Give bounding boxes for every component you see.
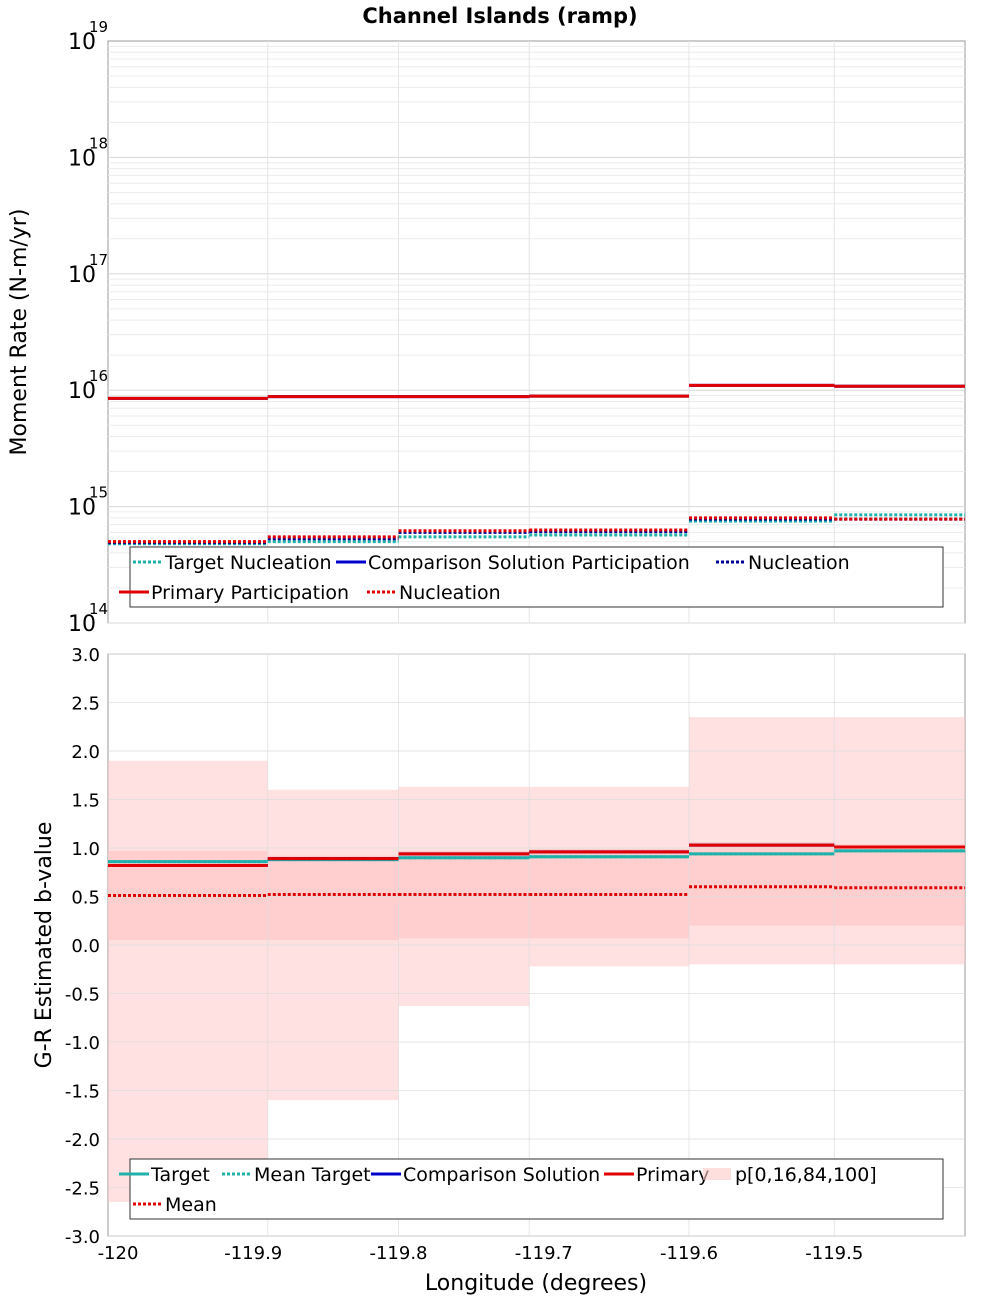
tick-exponent: 16: [89, 367, 108, 385]
moment-legend: Target Nucleation Comparison Solution Par…: [119, 546, 944, 608]
moment-series: [108, 383, 965, 400]
legend-label: Comparison Solution Participation: [368, 552, 690, 574]
moment-legend-item: Nucleation: [716, 552, 850, 574]
legend-label: Mean Target: [254, 1164, 371, 1186]
band-outer: [834, 717, 965, 965]
x-tick-labels: -120 -119.9 -119.8 -119.7 -119.6 -119.5: [98, 1243, 864, 1264]
moment-legend-box: [129, 546, 944, 608]
tick-exponent: 15: [89, 484, 108, 502]
b-value-y-tick-label: -2.5: [65, 1179, 100, 1200]
chart-title: Channel Islands (ramp): [362, 4, 637, 28]
band-inner: [834, 844, 965, 926]
legend-label: Primary: [636, 1164, 709, 1186]
b-value-legend-item: Mean Target: [222, 1164, 371, 1186]
b-value-y-tick-label: 1.0: [71, 839, 100, 860]
b-value-y-tick-label: 0.5: [71, 888, 100, 909]
tick-base: 10: [68, 146, 96, 171]
x-tick-label: -119.5: [805, 1243, 863, 1264]
tick-exponent: 14: [89, 600, 108, 618]
b-value-legend: Target Mean Target Comparison Solution Prim…: [119, 1158, 944, 1220]
b-value-legend-item: p[0,16,84,100]: [703, 1164, 877, 1186]
band-outer: [689, 717, 835, 965]
b-value-legend-item: Mean: [133, 1194, 217, 1216]
legend-swatch: [703, 1168, 731, 1180]
legend-label: Nucleation: [748, 552, 850, 574]
b-value-series: [108, 885, 965, 898]
b-value-panel: -3.0 -2.5 -2.0 -1.5 -1.0 -0.5 0.0 0.5 1.0 1.5 2.0 2…: [32, 645, 966, 1296]
legend-label: Nucleation: [399, 582, 501, 604]
x-tick-label: -119.9: [224, 1243, 282, 1264]
b-value-y-tick-label: 2.5: [71, 694, 100, 715]
b-value-y-axis-label: G-R Estimated b-value: [32, 822, 57, 1069]
band-outer: [108, 760, 268, 1203]
tick-base: 10: [68, 496, 96, 521]
b-value-legend-item: Target: [119, 1164, 210, 1186]
moment-legend-item: Nucleation: [367, 582, 501, 604]
x-tick-label: -119.7: [515, 1243, 573, 1264]
b-value-y-tick-label: -1.5: [65, 1082, 100, 1103]
b-value-legend-item: Primary: [604, 1164, 709, 1186]
tick-exponent: 17: [89, 251, 108, 269]
tick-exponent: 19: [89, 18, 108, 36]
tick-exponent: 18: [89, 134, 108, 152]
b-value-y-tick-label: -1.0: [65, 1033, 100, 1054]
band-inner: [267, 855, 399, 941]
b-value-y-tick-labels: -3.0 -2.5 -2.0 -1.5 -1.0 -0.5 0.0 0.5 1.0 1.5 2.0 2…: [65, 645, 100, 1248]
b-value-y-tick-label: 3.0: [71, 645, 100, 666]
legend-label: Target: [150, 1164, 210, 1186]
b-value-y-tick-label: -3.0: [65, 1227, 100, 1248]
tick-base: 10: [68, 379, 96, 404]
moment-plot-area: [107, 40, 966, 624]
b-value-series: [108, 843, 965, 867]
legend-label: Target Nucleation: [164, 552, 332, 574]
tick-base: 10: [68, 263, 96, 288]
tick-base: 10: [68, 612, 96, 637]
b-value-y-tick-label: -2.0: [65, 1130, 100, 1151]
moment-legend-item: Target Nucleation: [133, 552, 332, 574]
b-value-series: [108, 843, 965, 898]
b-value-y-tick-label: 2.0: [71, 742, 100, 763]
x-tick-label: -119.8: [369, 1243, 427, 1264]
x-tick-label: -120: [98, 1243, 139, 1264]
moment-series: [108, 516, 965, 544]
x-tick-label: -119.6: [660, 1243, 718, 1264]
b-value-gridlines: [108, 653, 965, 1237]
b-value-legend-item: Comparison Solution: [371, 1164, 600, 1186]
moment-gridlines: [108, 41, 965, 624]
b-value-y-tick-label: -0.5: [65, 985, 100, 1006]
b-value-y-tick-label: 1.5: [71, 791, 100, 812]
b-value-y-tick-label: 0.0: [71, 936, 100, 957]
b-value-legend-box: [129, 1158, 944, 1220]
tick-base: 10: [68, 30, 96, 55]
legend-label: Mean: [165, 1194, 217, 1216]
moment-legend-item: Comparison Solution Participation: [336, 552, 690, 574]
moment-series: [108, 383, 965, 546]
moment-legend-item: Primary Participation: [119, 582, 349, 604]
band-inner: [689, 842, 835, 926]
x-axis-label: Longitude (degrees): [425, 1271, 647, 1296]
legend-label: Primary Participation: [151, 582, 349, 604]
legend-label: p[0,16,84,100]: [735, 1164, 877, 1186]
moment-y-axis-label: Moment Rate (N-m/yr): [7, 209, 32, 456]
legend-label: Comparison Solution: [403, 1164, 600, 1186]
